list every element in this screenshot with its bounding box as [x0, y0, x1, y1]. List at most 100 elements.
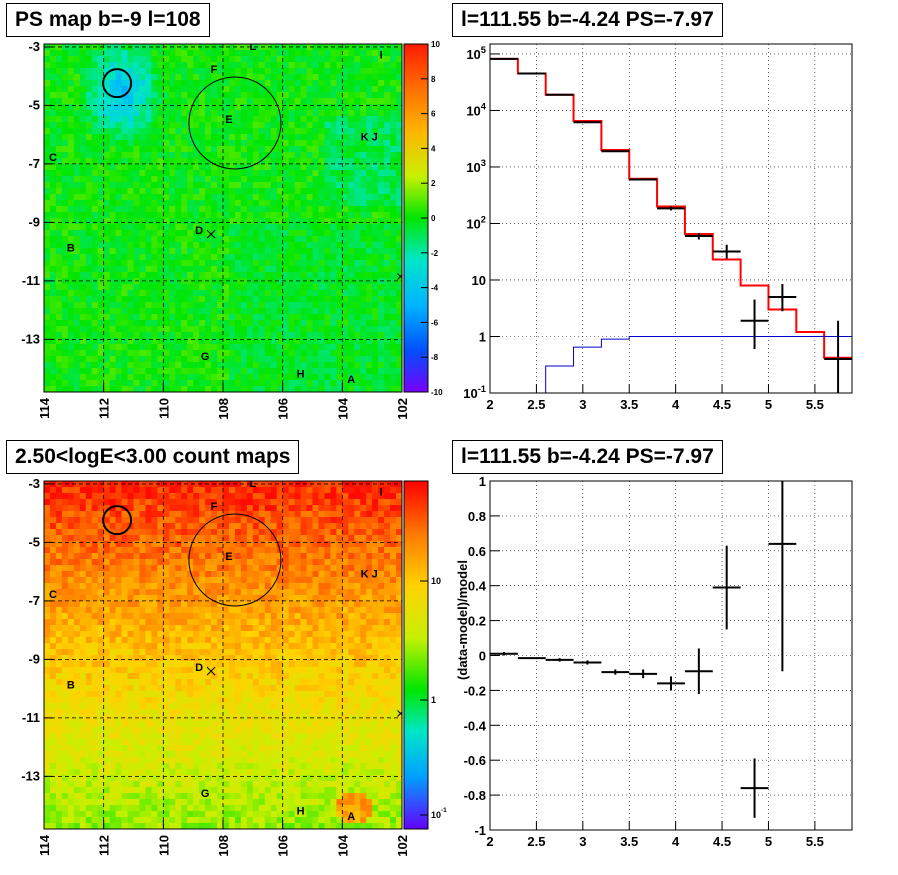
ps-map-pixel	[282, 284, 290, 291]
ps-map-pixel	[228, 128, 236, 135]
ps-map-pixel	[276, 254, 284, 261]
count-map-pixel	[55, 499, 63, 506]
ps-map-pixel	[211, 230, 218, 237]
count-map-pixel	[163, 523, 170, 530]
ps-map-pixel	[139, 374, 147, 381]
ps-map-pixel	[85, 86, 93, 93]
ps-map-pixel	[157, 320, 164, 327]
ps-map-pixel	[49, 176, 57, 183]
count-map-pixel	[187, 565, 194, 572]
count-map-pixel	[73, 541, 81, 548]
ps-map-x-tick-label: 110	[156, 398, 171, 419]
ps-map-pixel	[211, 278, 218, 285]
ps-map-pixel	[378, 152, 385, 159]
ps-map-pixel	[151, 86, 158, 93]
ps-map-pixel	[217, 212, 224, 219]
ps-map-pixel	[151, 158, 158, 165]
ps-map-pixel	[300, 98, 308, 105]
ps-map-pixel	[217, 224, 224, 231]
ps-map-pixel	[67, 92, 75, 99]
ps-map-pixel	[133, 230, 141, 237]
count-map-pixel	[223, 535, 230, 542]
ps-map-pixel	[372, 146, 379, 153]
count-map-pixel	[318, 601, 326, 608]
count-map-pixel	[372, 511, 379, 518]
ps-map-pixel	[175, 122, 182, 129]
ps-map-pixel	[282, 224, 290, 231]
ps-map-pixel	[91, 230, 99, 237]
count-map-pixel	[49, 571, 57, 578]
count-map-pixel	[264, 517, 272, 524]
count-map-pixel	[121, 493, 129, 500]
count-map-pixel	[396, 517, 402, 524]
ps-map-pixel	[396, 158, 402, 165]
ps-map-pixel	[73, 164, 81, 171]
ps-map-pixel	[73, 110, 81, 117]
count-map-pixel	[91, 517, 99, 524]
ps-map-pixel	[264, 338, 272, 345]
ps-map-pixel	[175, 260, 182, 267]
ps-map-pixel	[294, 368, 302, 375]
ps-map-pixel	[139, 356, 147, 363]
ps-map-pixel	[246, 284, 254, 291]
count-map-pixel	[109, 571, 117, 578]
ps-map-pixel	[306, 62, 314, 69]
ps-map-pixel	[312, 380, 320, 387]
ps-map-pixel	[67, 134, 75, 141]
ps-map-pixel	[246, 50, 254, 57]
ps-map-pixel	[366, 248, 373, 255]
ps-map-pixel	[193, 272, 200, 279]
ps-map-pixel	[49, 182, 57, 189]
ps-map-pixel	[97, 122, 105, 129]
count-map-pixel	[85, 589, 93, 596]
ps-map-pixel	[300, 68, 308, 75]
ps-map-pixel	[61, 284, 69, 291]
count-map-pixel	[103, 547, 111, 554]
ps-map-pixel	[228, 236, 236, 243]
ps-map-pixel	[44, 68, 51, 75]
count-map-pixel	[61, 589, 69, 596]
ps-map-pixel	[276, 164, 284, 171]
ps-map-pixel	[217, 326, 224, 333]
ps-map-pixel	[67, 224, 75, 231]
ps-map-pixel	[115, 152, 123, 159]
ps-map-pixel	[163, 362, 170, 369]
ps-map-pixel	[354, 248, 361, 255]
count-map-pixel	[264, 499, 272, 506]
ps-map-pixel	[246, 212, 254, 219]
ps-map-pixel	[79, 50, 87, 57]
ps-map-pixel	[181, 296, 188, 303]
ps-map-pixel	[199, 386, 206, 392]
count-map-pixel	[354, 595, 361, 602]
count-map-pixel	[384, 511, 391, 518]
count-map-pixel	[73, 511, 81, 518]
ps-map-pixel	[330, 212, 337, 219]
ps-map-pixel	[288, 350, 296, 357]
ps-map-pixel	[175, 248, 182, 255]
ps-map-pixel	[127, 308, 135, 315]
ps-map-pixel	[49, 296, 57, 303]
count-map-pixel	[372, 565, 379, 572]
ps-map-pixel	[354, 158, 361, 165]
ps-map-pixel	[157, 218, 164, 225]
count-map-pixel	[348, 571, 355, 578]
ps-map-pixel	[127, 278, 135, 285]
ps-map-pixel	[193, 74, 200, 81]
ps-map-pixel	[360, 254, 367, 261]
ps-map-pixel	[336, 200, 343, 207]
count-map-pixel	[85, 523, 93, 530]
ps-map-pixel	[44, 176, 51, 183]
ps-map-pixel	[240, 260, 248, 267]
ps-map-pixel	[264, 194, 272, 201]
ps-map-pixel	[193, 212, 200, 219]
ps-map-pixel	[348, 254, 355, 261]
ps-map-pixel	[288, 224, 296, 231]
count-map-pixel	[175, 529, 182, 536]
ps-map-pixel	[378, 74, 385, 81]
count-map-pixel	[193, 547, 200, 554]
ps-map-pixel	[348, 140, 355, 147]
ps-map-pixel	[49, 266, 57, 273]
count-map-pixel	[246, 601, 254, 608]
count-map-pixel	[181, 553, 188, 560]
ps-colorbar-tick-label: 0	[431, 214, 436, 223]
